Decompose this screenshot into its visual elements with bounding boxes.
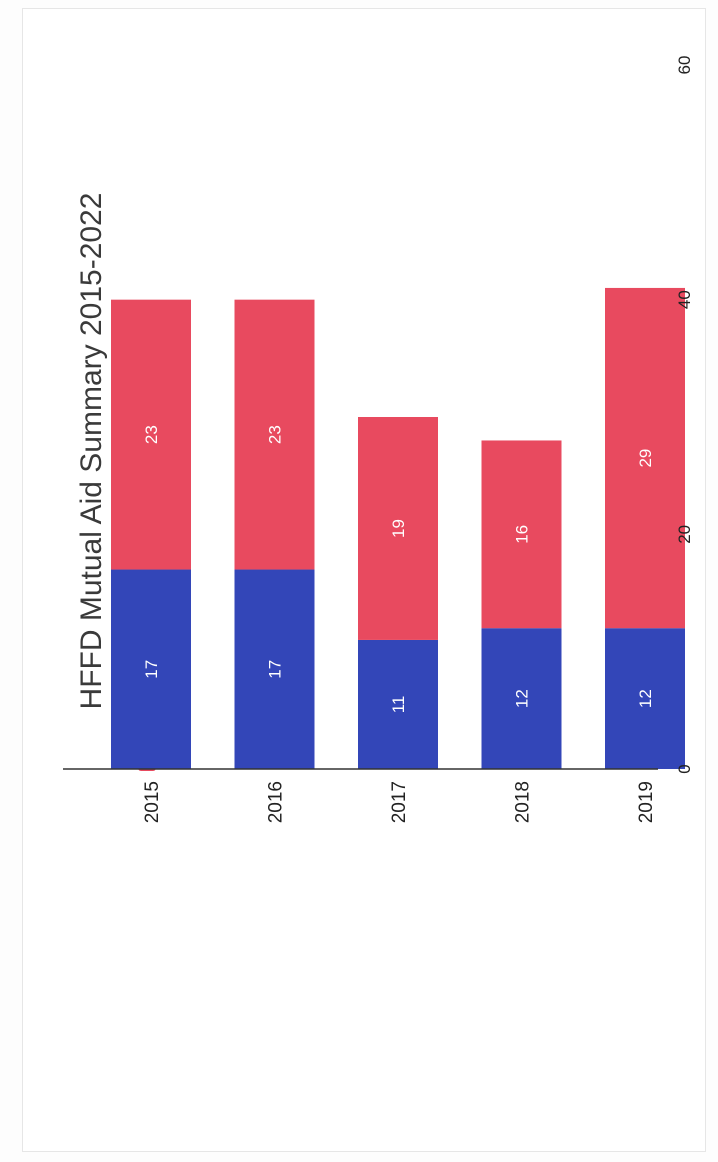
data-label-aid-given-2019: 29 [636,449,655,468]
bar-aid-given-2015 [111,299,191,570]
data-label-aid-given-2015: 23 [142,425,161,444]
category-label-2018: 2018 [513,781,534,823]
data-label-aid-received-2019: 12 [636,689,655,708]
bar-aid-received-2017 [358,639,438,769]
value-tick-20: 20 [675,525,694,544]
data-label-aid-received-2016: 17 [266,660,285,679]
bar-aid-given-2016 [234,299,315,570]
axis: 0 20 40 60 [63,56,694,774]
data-label-aid-received-2018: 12 [513,689,532,708]
value-tick-60: 60 [675,56,694,75]
data-label-aid-given-2016: 23 [266,425,285,444]
chart-title: HFFD Mutual Aid Summary 2015-2022 [75,193,108,710]
data-label-aid-received-2017: 11 [389,696,408,714]
category-label-2019: 2019 [636,781,657,823]
chart-frame: HFFD Mutual Aid Summary 2015-2022 Aid Gi… [22,8,706,1152]
bar-aid-received-2016 [234,569,315,769]
data-label-aid-given-2018: 16 [513,525,532,544]
category-label-2016: 2016 [266,781,287,823]
data-label-aid-given-2017: 19 [389,519,408,538]
bar-aid-received-2015 [111,569,191,769]
bar-aid-received-2019 [605,628,685,769]
chart-svg: HFFD Mutual Aid Summary 2015-2022 Aid Gi… [63,56,694,823]
bars: 17 23 2015 17 23 2016 11 19 2017 12 16 2018 12 29 2019… [111,287,685,823]
bar-aid-given-2017 [358,416,438,640]
bar-aid-received-2018 [481,628,562,769]
value-tick-0: 0 [675,764,694,773]
data-label-aid-received-2015: 17 [142,660,161,679]
value-tick-40: 40 [675,290,694,309]
category-label-2015: 2015 [142,781,163,823]
category-label-2017: 2017 [389,781,410,823]
bar-aid-given-2019 [605,287,685,629]
bar-aid-given-2018 [481,440,562,629]
